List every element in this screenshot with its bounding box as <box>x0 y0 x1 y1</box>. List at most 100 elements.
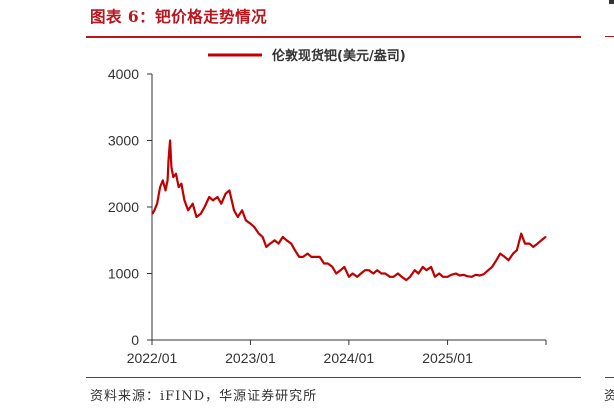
data-point <box>298 256 301 258</box>
data-point <box>536 242 539 245</box>
data-point <box>503 256 506 258</box>
data-point <box>172 176 175 178</box>
data-point <box>162 179 164 182</box>
data-point <box>479 274 481 277</box>
chart-legend: 伦敦现货钯(美元/盎司) <box>208 48 406 64</box>
data-point <box>228 189 231 192</box>
data-point <box>224 192 227 195</box>
data-point <box>455 272 457 275</box>
plot-area: 0 1000 2000 3000 4000 2022/01 2023/01 2024/01 20… <box>108 66 547 366</box>
data-point <box>351 272 354 275</box>
data-point <box>384 272 387 275</box>
data-point <box>212 199 214 202</box>
data-point <box>495 259 498 262</box>
data-point <box>474 274 477 276</box>
data-point <box>540 239 543 242</box>
data-point <box>200 212 202 215</box>
y-tick-label: 1000 <box>108 266 139 282</box>
x-tick-label: 2022/01 <box>127 350 178 366</box>
data-point <box>294 249 296 251</box>
data-point <box>339 269 342 272</box>
data-point <box>208 196 210 198</box>
data-point <box>331 266 334 268</box>
data-point <box>466 275 469 278</box>
y-tick-label: 2000 <box>108 199 139 215</box>
data-point <box>446 276 449 278</box>
data-point <box>237 216 239 218</box>
source-note: 资料来源：iFIND，华源证券研究所 <box>90 389 318 404</box>
data-point <box>153 209 156 212</box>
data-point <box>233 209 235 212</box>
data-point <box>524 242 526 245</box>
data-point <box>277 242 280 245</box>
adjacent-source-rule <box>605 377 614 378</box>
x-tick-label: 2023/01 <box>225 350 276 366</box>
data-point <box>413 269 416 272</box>
data-point <box>253 226 255 228</box>
data-point <box>177 186 180 188</box>
data-point <box>166 179 169 182</box>
data-point <box>389 276 391 278</box>
data-point <box>405 279 408 281</box>
data-point <box>282 236 284 238</box>
data-point <box>164 189 167 192</box>
source-divider <box>86 377 581 378</box>
data-point <box>191 202 194 205</box>
data-point <box>302 256 304 258</box>
data-point <box>471 276 473 278</box>
data-point <box>187 209 189 212</box>
data-point <box>335 272 338 275</box>
data-point <box>512 252 514 255</box>
data-point <box>356 276 359 278</box>
data-point <box>258 232 260 235</box>
data-point <box>482 273 485 276</box>
figure-title: 图表 6：钯价格走势情况 <box>90 7 268 26</box>
data-point <box>430 266 432 268</box>
data-point <box>487 269 490 272</box>
y-tick-label: 4000 <box>108 66 139 82</box>
series-line <box>151 139 547 282</box>
x-tick-label: 2024/01 <box>324 350 375 366</box>
data-point <box>241 209 243 212</box>
data-point <box>159 186 161 188</box>
data-point <box>265 246 268 248</box>
data-point <box>203 206 206 208</box>
data-point <box>520 232 522 235</box>
data-point <box>216 196 219 198</box>
data-point <box>306 252 309 255</box>
data-point <box>450 274 453 276</box>
data-point <box>409 276 411 278</box>
data-point <box>327 262 329 265</box>
data-point <box>315 256 317 258</box>
data-point <box>318 256 321 258</box>
data-point <box>499 252 502 255</box>
data-point <box>348 276 350 278</box>
data-point <box>168 146 171 148</box>
adjacent-figure-edge <box>609 0 614 4</box>
data-point <box>290 242 293 245</box>
data-point <box>425 269 428 272</box>
data-point <box>169 139 171 142</box>
data-point <box>400 276 403 278</box>
data-point <box>360 272 362 275</box>
data-point <box>544 236 547 238</box>
data-point <box>422 266 424 268</box>
data-point <box>516 249 518 251</box>
data-point <box>170 166 173 168</box>
data-point <box>434 276 436 278</box>
y-tick-label: 0 <box>131 332 139 348</box>
data-point <box>364 269 366 272</box>
data-point <box>220 202 223 205</box>
data-point <box>392 276 395 278</box>
data-point <box>195 216 198 218</box>
data-point <box>156 202 158 205</box>
data-point <box>442 276 444 278</box>
data-point <box>310 256 313 258</box>
adjacent-title-rule <box>605 36 614 37</box>
data-point <box>458 274 461 277</box>
y-tick-label: 3000 <box>108 133 139 149</box>
data-point <box>180 182 183 185</box>
data-point <box>380 272 383 275</box>
data-point <box>368 269 370 272</box>
